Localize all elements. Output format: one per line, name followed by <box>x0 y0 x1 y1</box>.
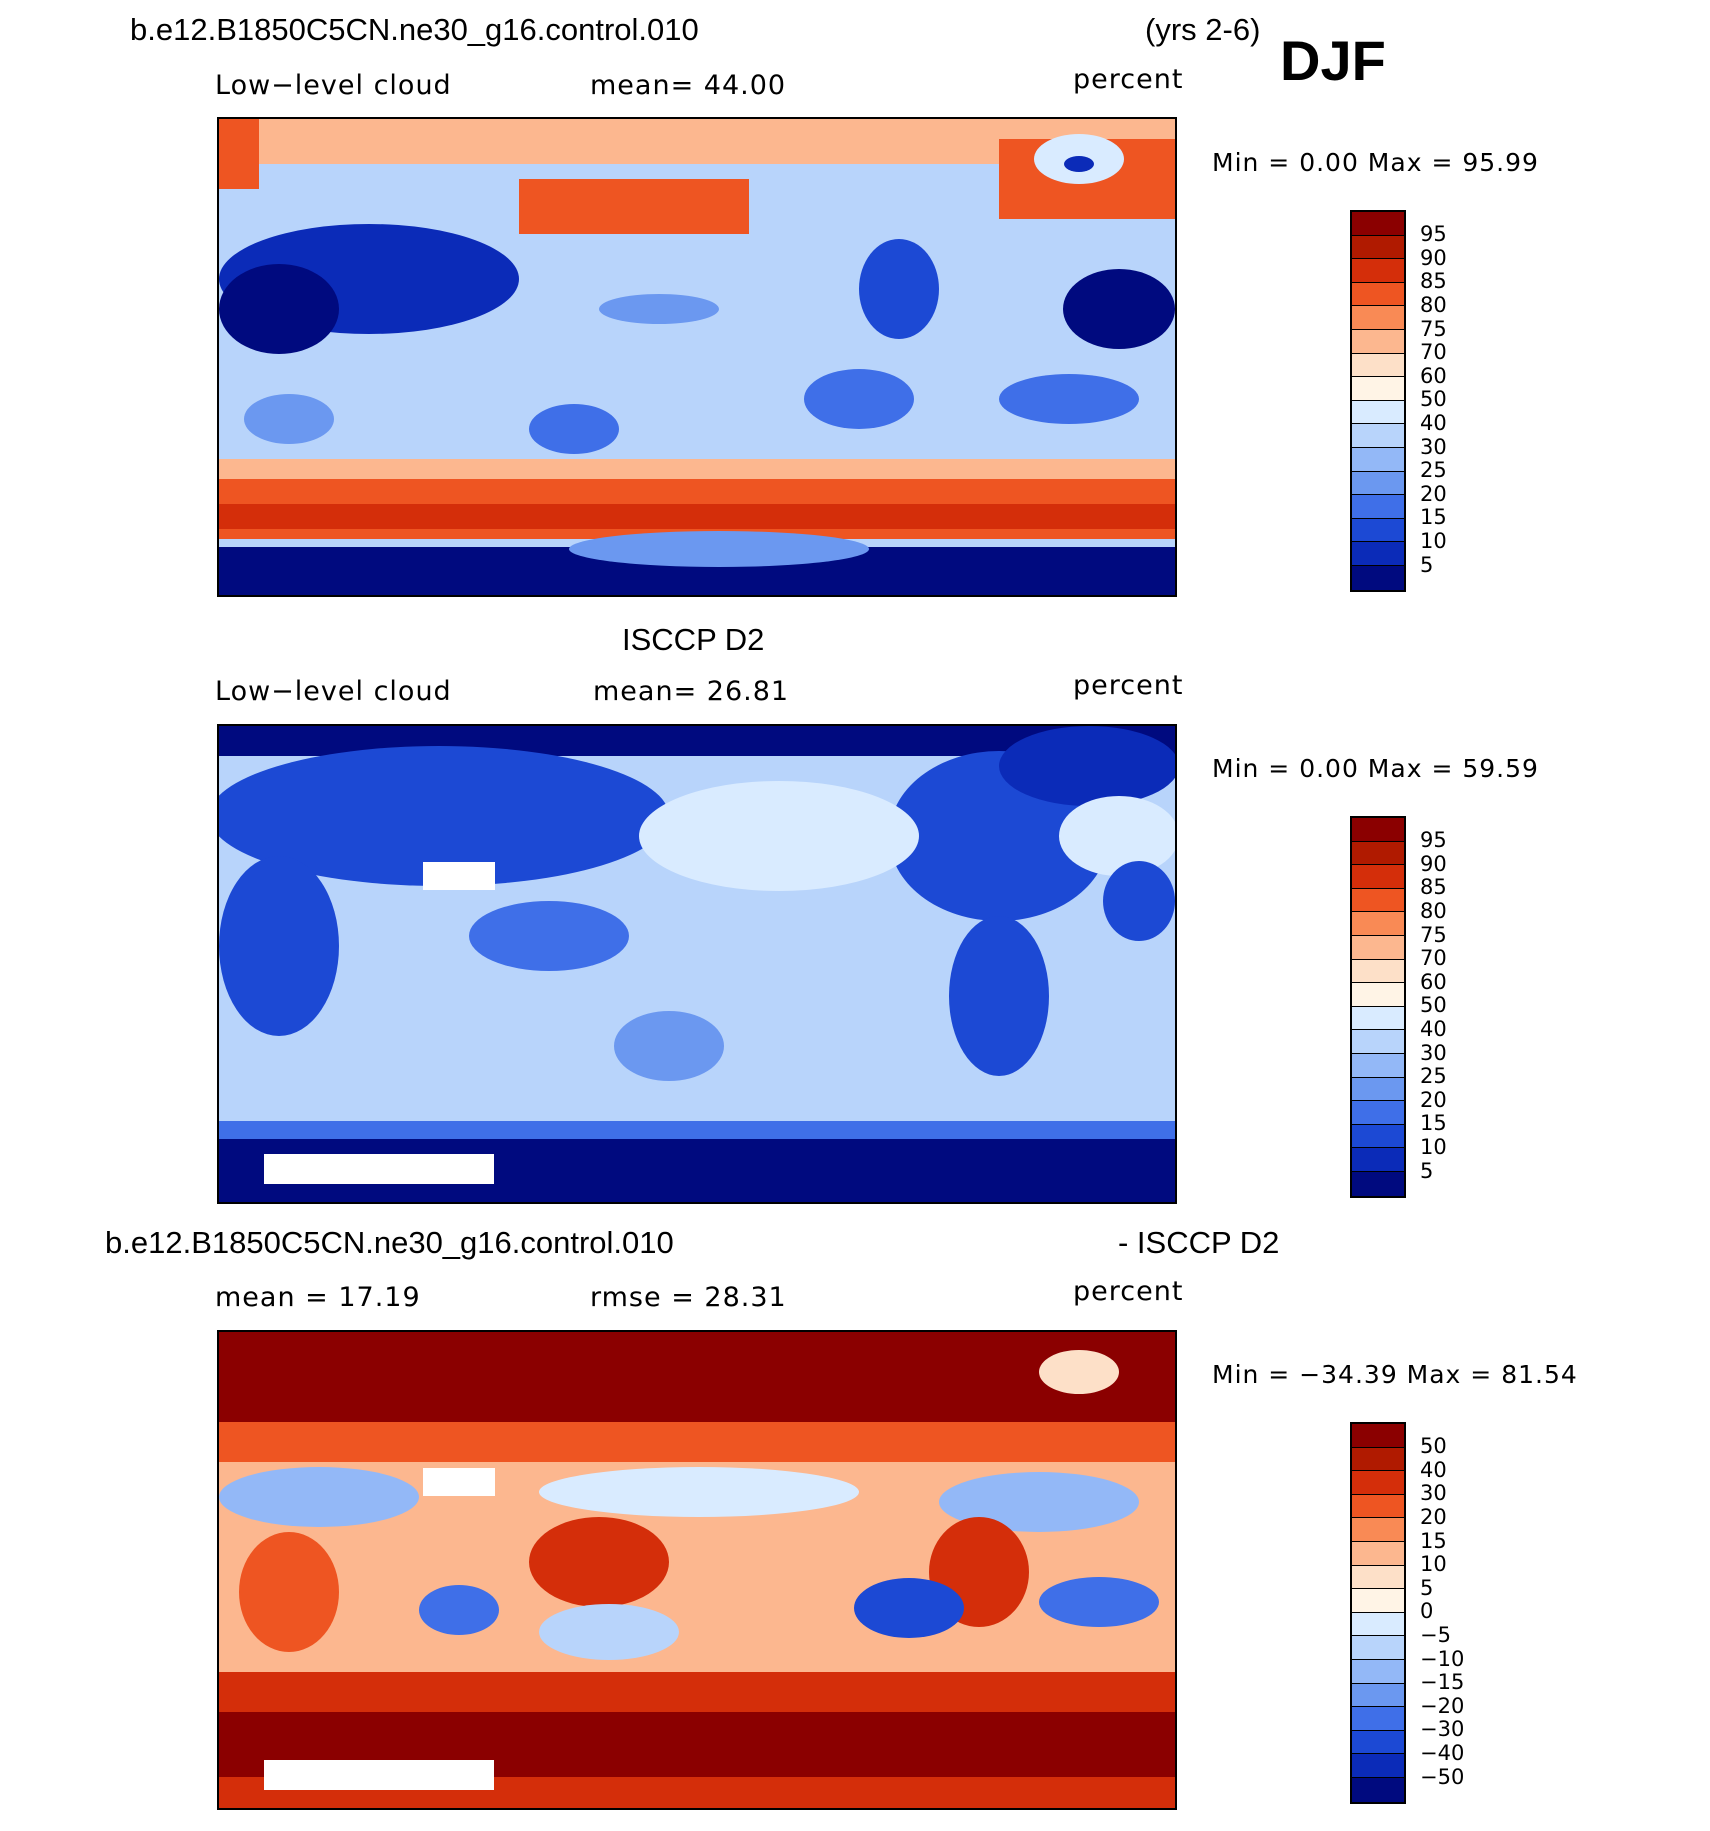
panel2-tick: 15 <box>1420 1111 1447 1135</box>
panel1-tick: 40 <box>1420 411 1447 435</box>
panel3-tick: 30 <box>1420 1481 1447 1505</box>
panel1-tick: 20 <box>1420 482 1447 506</box>
panel2-tick: 20 <box>1420 1088 1447 1112</box>
panel1-tick: 80 <box>1420 293 1447 317</box>
panel2-mean: mean= 26.81 <box>593 676 790 707</box>
season-label: DJF <box>1280 29 1386 92</box>
panel1-tick: 50 <box>1420 387 1447 411</box>
panel2-tick: 80 <box>1420 899 1447 923</box>
panel1-tick: 25 <box>1420 458 1447 482</box>
panel1-map <box>217 117 1177 597</box>
panel1-tick: 75 <box>1420 317 1447 341</box>
panel1-tick: 60 <box>1420 364 1447 388</box>
panel3-tick: 50 <box>1420 1434 1447 1458</box>
panel3-mean: mean = 17.19 <box>215 1282 421 1313</box>
panel3-tick: −30 <box>1420 1717 1465 1741</box>
panel2-tick: 50 <box>1420 993 1447 1017</box>
panel1-minmax: Min = 0.00 Max = 95.99 <box>1212 148 1539 177</box>
years-label: (yrs 2-6) <box>1145 12 1261 47</box>
panel1-colorbar <box>1350 210 1406 592</box>
panel1-tick: 5 <box>1420 553 1434 577</box>
panel1-mean: mean= 44.00 <box>590 70 787 101</box>
panel3-tick: −40 <box>1420 1741 1465 1765</box>
panel3-tick: −5 <box>1420 1623 1451 1647</box>
panel3-tick: 5 <box>1420 1576 1434 1600</box>
panel2-minmax: Min = 0.00 Max = 59.59 <box>1212 754 1539 783</box>
panel2-tick: 10 <box>1420 1135 1447 1159</box>
panel1-tick: 85 <box>1420 269 1447 293</box>
panel1-tick: 15 <box>1420 505 1447 529</box>
panel2-tick: 40 <box>1420 1017 1447 1041</box>
panel2-map <box>217 724 1177 1204</box>
panel2-tick: 30 <box>1420 1041 1447 1065</box>
panel2-colorbar <box>1350 816 1406 1198</box>
panel3-map <box>217 1330 1177 1810</box>
panel3-rmse: rmse = 28.31 <box>590 1282 787 1313</box>
panel1-tick: 10 <box>1420 529 1447 553</box>
panel3-tick: 15 <box>1420 1529 1447 1553</box>
panel3-tick: −50 <box>1420 1765 1465 1789</box>
panel2-title: ISCCP D2 <box>622 622 765 657</box>
panel3-title-left: b.e12.B1850C5CN.ne30_g16.control.010 <box>105 1225 674 1260</box>
panel3-tick: 20 <box>1420 1505 1447 1529</box>
panel2-tick: 70 <box>1420 946 1447 970</box>
panel1-tick: 90 <box>1420 246 1447 270</box>
panel1-tick: 30 <box>1420 435 1447 459</box>
panel3-field <box>219 1332 1175 1808</box>
case-title: b.e12.B1850C5CN.ne30_g16.control.010 <box>130 12 699 47</box>
panel2-tick: 95 <box>1420 828 1447 852</box>
panel3-tick: −20 <box>1420 1694 1465 1718</box>
panel3-units: percent <box>1073 1276 1184 1307</box>
panel2-variable: Low−level cloud <box>215 676 452 707</box>
panel3-tick: −15 <box>1420 1670 1465 1694</box>
panel3-minmax: Min = −34.39 Max = 81.54 <box>1212 1360 1578 1389</box>
panel2-field <box>219 726 1175 1202</box>
panel2-tick: 5 <box>1420 1159 1434 1183</box>
panel2-tick: 85 <box>1420 875 1447 899</box>
panel2-tick: 90 <box>1420 852 1447 876</box>
panel1-tick: 70 <box>1420 340 1447 364</box>
panel1-units: percent <box>1073 64 1184 95</box>
panel2-tick: 75 <box>1420 923 1447 947</box>
panel3-tick: 10 <box>1420 1552 1447 1576</box>
panel1-field <box>219 119 1175 595</box>
panel1-tick: 95 <box>1420 222 1447 246</box>
panel1-variable: Low−level cloud <box>215 70 452 101</box>
panel2-tick: 25 <box>1420 1064 1447 1088</box>
panel3-tick: 0 <box>1420 1599 1434 1623</box>
panel3-tick: 40 <box>1420 1458 1447 1482</box>
panel2-units: percent <box>1073 670 1184 701</box>
panel3-tick: −10 <box>1420 1647 1465 1671</box>
panel2-tick: 60 <box>1420 970 1447 994</box>
panel3-title-right: - ISCCP D2 <box>1118 1225 1280 1260</box>
panel3-colorbar <box>1350 1422 1406 1804</box>
